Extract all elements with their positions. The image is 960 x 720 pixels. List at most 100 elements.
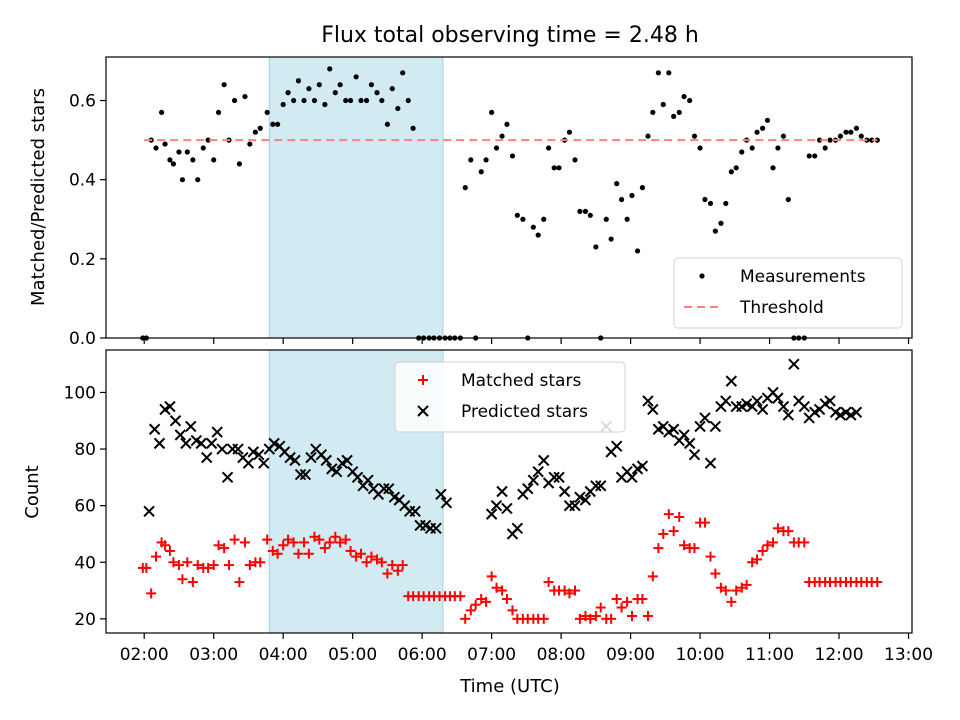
x-b bbox=[362, 474, 374, 486]
x-b bbox=[419, 519, 432, 532]
top-y-tick-label: 0.2 bbox=[69, 250, 96, 270]
bottom-predicted-star-point bbox=[289, 454, 301, 467]
bottom-predicted-star-point bbox=[777, 400, 790, 413]
top-measurement-point bbox=[785, 196, 791, 203]
x-b bbox=[143, 505, 155, 518]
x-b bbox=[284, 451, 296, 464]
bottom-matched-star-point bbox=[314, 534, 325, 545]
bottom-predicted-star-point bbox=[642, 395, 654, 407]
bottom-matched-star-point bbox=[208, 560, 219, 571]
bottom-matched-star-point bbox=[330, 531, 341, 542]
bottom-predicted-star-point bbox=[740, 398, 753, 410]
top-measurement-point bbox=[478, 169, 484, 175]
top-measurement-point bbox=[582, 208, 589, 214]
bottom-predicted-star-point bbox=[845, 409, 857, 421]
bottom-predicted-star-point bbox=[725, 375, 738, 387]
x-b bbox=[367, 482, 380, 495]
x-b bbox=[216, 443, 228, 455]
bottom-predicted-star-point bbox=[164, 400, 176, 413]
top-measurement-point bbox=[739, 149, 745, 155]
bottom-legend-label: Matched stars bbox=[461, 371, 581, 391]
bottom-matched-star-point bbox=[768, 537, 779, 548]
bottom-predicted-star-point bbox=[242, 457, 255, 469]
bottom-matched-star-point bbox=[611, 594, 622, 605]
bottom-matched-star-point bbox=[219, 543, 230, 554]
bottom-matched-star-point bbox=[705, 551, 716, 562]
top-measurement-point bbox=[221, 82, 227, 88]
bottom-predicted-star-point bbox=[201, 451, 213, 464]
bottom-predicted-star-point bbox=[169, 415, 182, 427]
bottom-y-axis-label: Count bbox=[22, 465, 43, 518]
bottom-predicted-star-point bbox=[579, 494, 592, 506]
x-b bbox=[756, 403, 769, 416]
bottom-y-tick-label: 60 bbox=[74, 497, 96, 517]
bottom-predicted-star-point bbox=[798, 400, 811, 413]
top-measurement-point bbox=[816, 137, 823, 143]
top-measurement-point bbox=[200, 145, 206, 151]
x-b bbox=[221, 471, 234, 484]
top-measurement-point bbox=[179, 177, 186, 183]
x-b bbox=[683, 437, 696, 450]
bottom-predicted-star-point bbox=[569, 499, 581, 512]
x-b bbox=[205, 437, 218, 450]
x-b bbox=[211, 426, 223, 438]
bottom-predicted-star-point bbox=[383, 482, 395, 495]
top-measurement-point bbox=[728, 169, 734, 175]
bottom-matched-star-point bbox=[146, 588, 157, 599]
top-measurement-point bbox=[374, 90, 380, 96]
bottom-predicted-star-point bbox=[341, 454, 353, 467]
bottom-matched-star-point bbox=[262, 534, 273, 545]
bottom-predicted-star-point bbox=[558, 485, 571, 498]
bottom-predicted-star-point bbox=[195, 437, 207, 450]
top-measurement-point bbox=[577, 208, 583, 214]
x-b bbox=[253, 449, 265, 461]
bottom-x-tick-label: 04:00 bbox=[259, 645, 308, 665]
x-b bbox=[174, 429, 187, 441]
top-measurement-point bbox=[347, 97, 354, 104]
x-b bbox=[767, 386, 779, 399]
bottom-predicted-star-point bbox=[636, 460, 649, 472]
top-measurement-point bbox=[858, 133, 864, 139]
bottom-x-tick-label: 07:00 bbox=[467, 645, 516, 665]
bottom-predicted-star-point bbox=[409, 505, 421, 518]
top-measurement-point bbox=[158, 109, 165, 116]
bottom-matched-star-point bbox=[278, 540, 289, 551]
top-axes-frame bbox=[105, 56, 913, 339]
top-measurement-point bbox=[322, 101, 328, 108]
bottom-matched-star-point bbox=[595, 602, 606, 613]
x-b bbox=[699, 412, 711, 424]
bottom-legend: Matched stars Predicted stars bbox=[394, 361, 626, 433]
top-measurement-point bbox=[603, 216, 609, 222]
bottom-matched-star-point bbox=[361, 557, 372, 568]
top-measurement-point bbox=[176, 149, 182, 155]
bottom-y-tick-label: 100 bbox=[64, 383, 96, 403]
top-measurement-point bbox=[764, 117, 771, 123]
top-measurement-point bbox=[504, 121, 510, 127]
top-measurement-point bbox=[634, 248, 641, 254]
bottom-matched-star-point bbox=[647, 571, 658, 582]
top-measurement-point bbox=[462, 185, 468, 191]
bottom-predicted-star-point bbox=[253, 449, 265, 461]
top-measurement-point bbox=[676, 109, 682, 116]
top-measurement-point bbox=[874, 137, 880, 143]
x-b bbox=[824, 395, 836, 407]
bottom-predicted-star-point bbox=[232, 443, 244, 455]
x-b bbox=[678, 429, 690, 441]
bottom-matched-star-point bbox=[752, 554, 763, 565]
bottom-predicted-star-point bbox=[258, 457, 270, 469]
x-b bbox=[435, 488, 447, 501]
top-measurement-point bbox=[520, 216, 526, 222]
top-measurement-point bbox=[184, 149, 190, 155]
top-measurement-point bbox=[295, 78, 302, 84]
bottom-predicted-star-point bbox=[595, 480, 607, 492]
top-measurement-point bbox=[812, 153, 818, 159]
bottom-matched-star-point bbox=[470, 599, 481, 610]
bottom-predicted-star-point bbox=[143, 505, 155, 518]
bottom-matched-star-point bbox=[653, 543, 664, 554]
top-measurement-point bbox=[535, 232, 541, 238]
top-measurement-point bbox=[541, 216, 547, 222]
top-measurement-point bbox=[190, 157, 196, 163]
bottom-matched-star-point bbox=[481, 596, 492, 607]
bottom-predicted-star-point bbox=[435, 488, 447, 501]
